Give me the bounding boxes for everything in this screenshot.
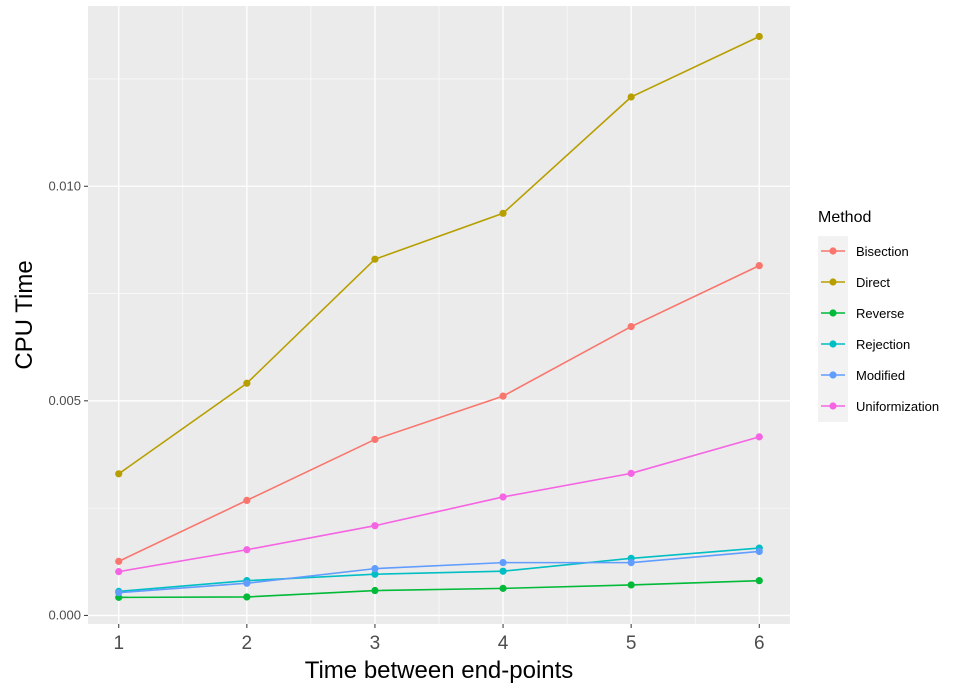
series-line-reverse: [118, 579, 760, 599]
y-tick-label: 0.000: [48, 607, 81, 622]
legend-key-point: [829, 278, 837, 286]
data-point-uniformization: [243, 546, 251, 554]
x-axis-title: Time between end-points: [305, 657, 574, 684]
legend-item-bisection: Bisection: [821, 244, 909, 259]
series-modified: [115, 547, 763, 597]
legend-item-direct: Direct: [821, 275, 890, 290]
legend-label: Direct: [856, 275, 890, 290]
data-point-uniformization: [755, 433, 763, 441]
data-point-bisection: [115, 557, 123, 565]
legend-label: Rejection: [856, 337, 910, 352]
series-line-rejection: [118, 547, 760, 593]
data-point-reverse: [243, 593, 251, 601]
x-tick-label: 5: [626, 633, 637, 654]
legend-key-point: [829, 402, 837, 410]
data-point-modified: [243, 579, 251, 587]
series-direct: [115, 32, 763, 478]
series-rejection: [115, 544, 763, 595]
y-axis-title: CPU Time: [11, 260, 38, 369]
data-point-bisection: [371, 435, 379, 444]
data-point-direct: [755, 32, 763, 41]
data-point-rejection: [371, 570, 379, 578]
data-point-modified: [371, 565, 379, 573]
data-point-uniformization: [371, 522, 379, 530]
x-tick-label: 2: [242, 633, 253, 654]
legend: Method Bisection Direct Reverse Rejection Mo…: [818, 209, 939, 422]
x-tick-label: 1: [113, 633, 124, 654]
legend-label: Uniformization: [856, 399, 939, 414]
legend-key-point: [829, 340, 837, 348]
data-point-modified: [627, 559, 635, 567]
legend-item-reverse: Reverse: [821, 306, 904, 321]
data-point-direct: [371, 255, 379, 263]
data-point-direct: [499, 209, 507, 217]
series-line-uniformization: [118, 436, 760, 573]
data-point-direct: [115, 470, 123, 478]
data-point-reverse: [371, 586, 379, 595]
data-point-reverse: [499, 584, 507, 592]
data-point-modified: [115, 589, 123, 597]
series-layer: [115, 32, 763, 601]
data-point-modified: [499, 559, 507, 567]
data-point-bisection: [243, 496, 251, 504]
series-reverse: [115, 577, 763, 601]
series-uniformization: [115, 433, 763, 576]
series-line-direct: [118, 35, 760, 475]
legend-key-point: [829, 309, 837, 317]
x-axis: 1 2 3 4 5 6: [113, 624, 765, 654]
series-line-bisection: [118, 264, 760, 563]
data-point-bisection: [499, 392, 507, 400]
data-point-reverse: [627, 581, 635, 589]
series-bisection: [115, 262, 763, 565]
y-tick-label: 0.010: [48, 178, 81, 193]
legend-items: Bisection Direct Reverse Rejection Modified U…: [821, 244, 939, 414]
x-tick-label: 4: [498, 633, 509, 654]
legend-key-point: [829, 371, 837, 379]
y-tick-label: 0.005: [48, 393, 81, 408]
legend-label: Modified: [856, 368, 905, 383]
grid-major: [88, 6, 790, 624]
data-point-rejection: [499, 567, 507, 575]
legend-item-rejection: Rejection: [821, 337, 910, 352]
data-point-uniformization: [627, 469, 635, 477]
data-point-modified: [755, 547, 763, 556]
data-point-uniformization: [115, 568, 123, 576]
data-point-reverse: [755, 577, 763, 585]
data-point-uniformization: [499, 493, 507, 501]
legend-item-uniformization: Uniformization: [821, 399, 939, 414]
data-point-direct: [243, 379, 251, 387]
x-tick-label: 6: [754, 633, 765, 654]
legend-title: Method: [818, 209, 871, 226]
data-point-bisection: [755, 262, 763, 270]
series-line-modified: [118, 550, 760, 594]
legend-label: Reverse: [856, 306, 904, 321]
legend-label: Bisection: [856, 244, 909, 259]
legend-background: [818, 236, 848, 422]
data-point-bisection: [627, 322, 635, 331]
data-point-direct: [627, 93, 635, 101]
x-tick-label: 3: [370, 633, 381, 654]
y-axis: 0.000 0.005 0.010: [48, 178, 88, 622]
legend-item-modified: Modified: [821, 368, 905, 383]
grid-minor: [88, 6, 790, 624]
legend-key-point: [829, 247, 837, 255]
